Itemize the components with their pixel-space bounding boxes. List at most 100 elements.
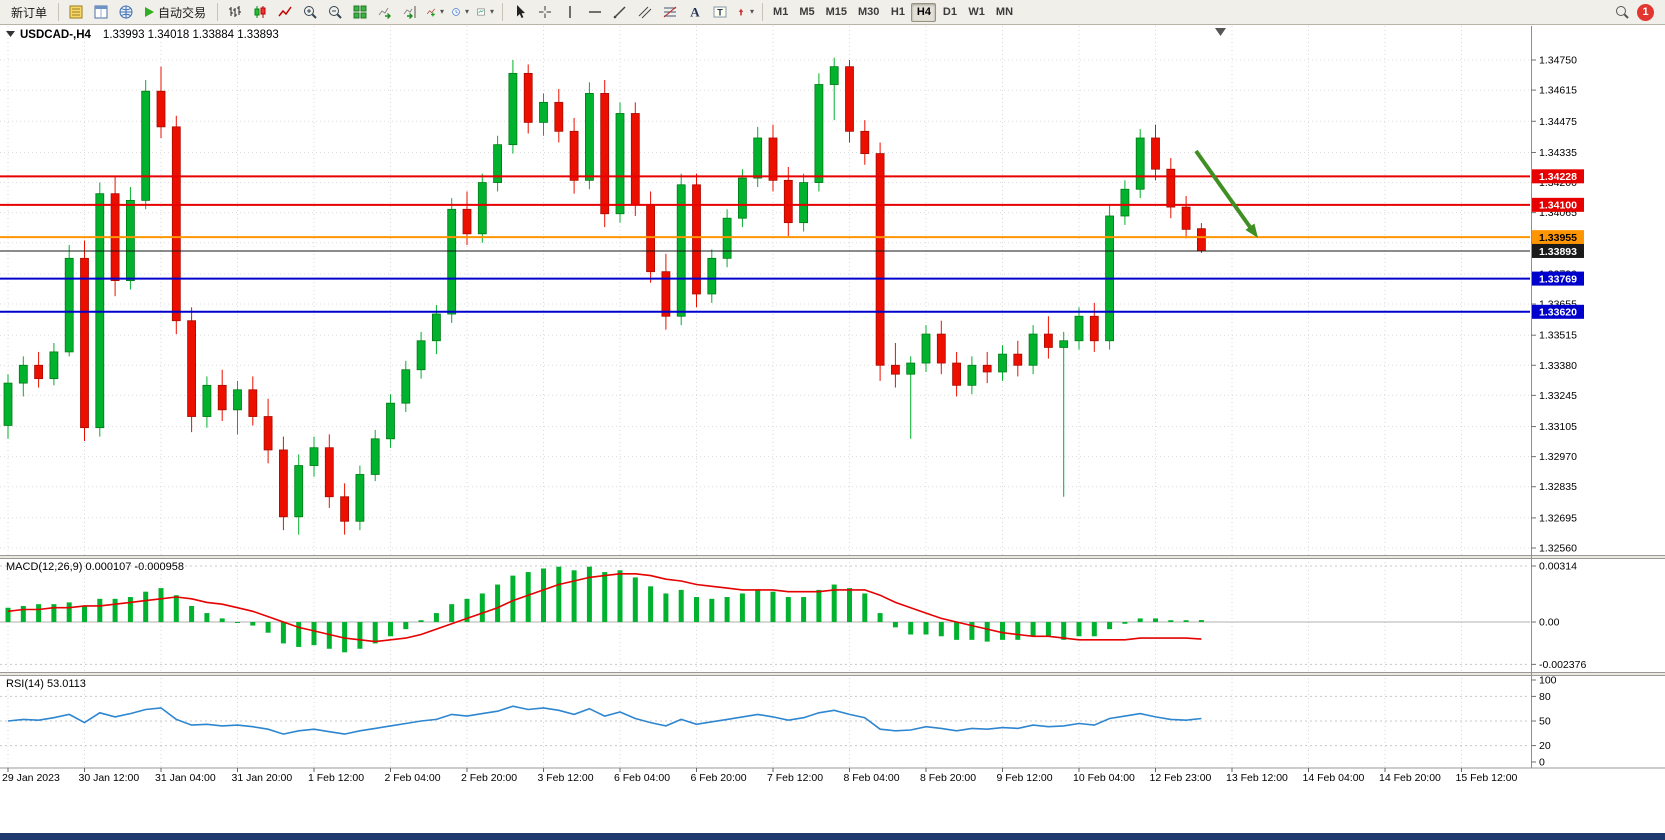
timeframe-group: M1 M5 M15 M30 H1 H4 D1 W1 MN (768, 2, 1018, 22)
crosshair-button[interactable] (533, 2, 557, 23)
templates-icon (477, 8, 485, 16)
candle (906, 356, 916, 439)
time-axis-label: 31 Jan 20:00 (232, 772, 293, 784)
svg-text:A: A (690, 5, 700, 20)
equidistant-channel-button[interactable] (633, 2, 657, 23)
one-click-trading-icon[interactable] (6, 31, 15, 37)
periods-button[interactable]: ▾ (448, 2, 472, 23)
vertical-line-button[interactable] (558, 2, 582, 23)
rsi-axis-label: 50 (1539, 716, 1551, 728)
timeframe-h4-button[interactable]: H4 (911, 2, 937, 22)
toolbar-separator (58, 3, 60, 21)
price-axis-label: 1.33380 (1539, 360, 1577, 372)
price-axis-label: 1.32970 (1539, 451, 1577, 463)
panel-separator-2[interactable] (0, 672, 1665, 676)
macd-axis-label: -0.002376 (1539, 659, 1586, 671)
candle (569, 117, 579, 194)
timeframe-m5-button[interactable]: M5 (794, 3, 819, 22)
svg-text:T: T (717, 8, 723, 18)
candle (1059, 331, 1069, 497)
time-axis-label: 6 Feb 20:00 (691, 772, 747, 784)
tile-windows-icon (353, 5, 367, 19)
trendline-button[interactable] (608, 2, 632, 23)
crosshair-icon (539, 6, 552, 18)
timeframe-w1-button[interactable]: W1 (963, 3, 990, 22)
chart-plot-area[interactable] (0, 26, 1530, 556)
horizontal-line-button[interactable] (583, 2, 607, 23)
macd-panel[interactable]: MACD(12,26,9) 0.000107 -0.000958 (0, 561, 1530, 665)
candle (783, 166, 793, 237)
text-label-icon: T (713, 6, 727, 18)
candle (3, 374, 13, 439)
search-icon (1616, 6, 1629, 19)
line-chart-button[interactable] (273, 2, 297, 23)
candle (49, 342, 59, 386)
tile-windows-button[interactable] (348, 2, 372, 23)
zoom-in-button[interactable] (298, 2, 322, 23)
candle (982, 351, 992, 384)
chart-shift-icon (403, 6, 416, 19)
grid (0, 26, 1530, 768)
add-indicator-icon (427, 8, 436, 17)
candle (217, 369, 227, 421)
add-indicator-button[interactable]: ▾ (423, 2, 447, 23)
arrow-objects-button[interactable]: ▾ (733, 2, 757, 23)
candle (891, 342, 900, 388)
candle (936, 320, 946, 375)
dropdown-caret-icon: ▾ (440, 7, 445, 16)
chart-title: USDCAD-,H4 1.33993 1.34018 1.33884 1.3389… (6, 29, 279, 41)
autotrading-button[interactable]: 自动交易 (139, 2, 212, 23)
templates-button[interactable]: ▾ (473, 2, 497, 23)
svg-text:1.34228: 1.34228 (1539, 171, 1577, 183)
timeframe-mn-button[interactable]: MN (991, 3, 1018, 22)
candle (416, 331, 426, 379)
price-axis-label: 1.33105 (1539, 421, 1577, 433)
svg-text:USDCAD-,H41.33993 1.34018 1.33: USDCAD-,H4 1.33993 1.34018 1.33884 1.3389… (20, 29, 279, 41)
search-icon[interactable] (1610, 2, 1634, 23)
text-icon: A (690, 5, 700, 20)
data-window-button[interactable] (89, 2, 113, 23)
periods-icon (452, 8, 460, 16)
chart-shift-marker[interactable] (1215, 28, 1226, 36)
price-axis-label: 1.34475 (1539, 116, 1577, 128)
chart-shift-button[interactable] (398, 2, 422, 23)
toolbar-separator (502, 3, 504, 21)
candle (967, 356, 977, 395)
auto-scroll-button[interactable] (373, 2, 397, 23)
candle (875, 142, 885, 381)
time-axis-label: 7 Feb 12:00 (767, 772, 823, 784)
new-order-button[interactable]: 新订单 (5, 2, 53, 23)
panel-separator-1[interactable] (0, 555, 1665, 559)
price-axis-label: 1.32835 (1539, 481, 1577, 493)
timeframe-d1-button[interactable]: D1 (937, 3, 962, 22)
cursor-button[interactable] (508, 2, 532, 23)
window-bottom-strip (0, 833, 1665, 840)
timeframe-m30-button[interactable]: M30 (853, 3, 884, 22)
fibonacci-button[interactable] (658, 2, 682, 23)
window-toggle-group (64, 2, 138, 23)
timeframe-m1-button[interactable]: M1 (768, 3, 793, 22)
candle (799, 173, 808, 232)
zoom-out-button[interactable] (323, 2, 347, 23)
timeframe-m15-button[interactable]: M15 (821, 3, 852, 22)
svg-text:1.33893: 1.33893 (1539, 246, 1577, 258)
notification-badge[interactable]: 1 (1637, 3, 1654, 21)
trend-arrow[interactable] (1194, 149, 1252, 229)
candle (64, 244, 74, 357)
candle (738, 169, 747, 228)
rsi-panel[interactable]: RSI(14) 53.0113 (0, 678, 1530, 747)
text-label-button[interactable]: T (708, 2, 732, 23)
bar-chart-button[interactable] (223, 2, 247, 23)
navigator-button[interactable] (114, 2, 138, 23)
time-axis-label: 14 Feb 20:00 (1379, 772, 1441, 784)
candle (156, 66, 166, 138)
candlestick-button[interactable] (248, 2, 272, 23)
timeframe-h1-button[interactable]: H1 (885, 3, 910, 22)
time-axis[interactable]: 29 Jan 2023 30 Jan 12:00 31 Jan 04:00 31 Ja… (0, 768, 1530, 786)
market-watch-button[interactable] (64, 2, 88, 23)
price-axis[interactable]: 1.347501.346151.344751.343351.342001.340… (1531, 55, 1586, 769)
candle (539, 93, 548, 136)
text-button[interactable]: A (683, 2, 707, 23)
chart-tools-group: ▾ ▾ ▾ (223, 2, 497, 23)
